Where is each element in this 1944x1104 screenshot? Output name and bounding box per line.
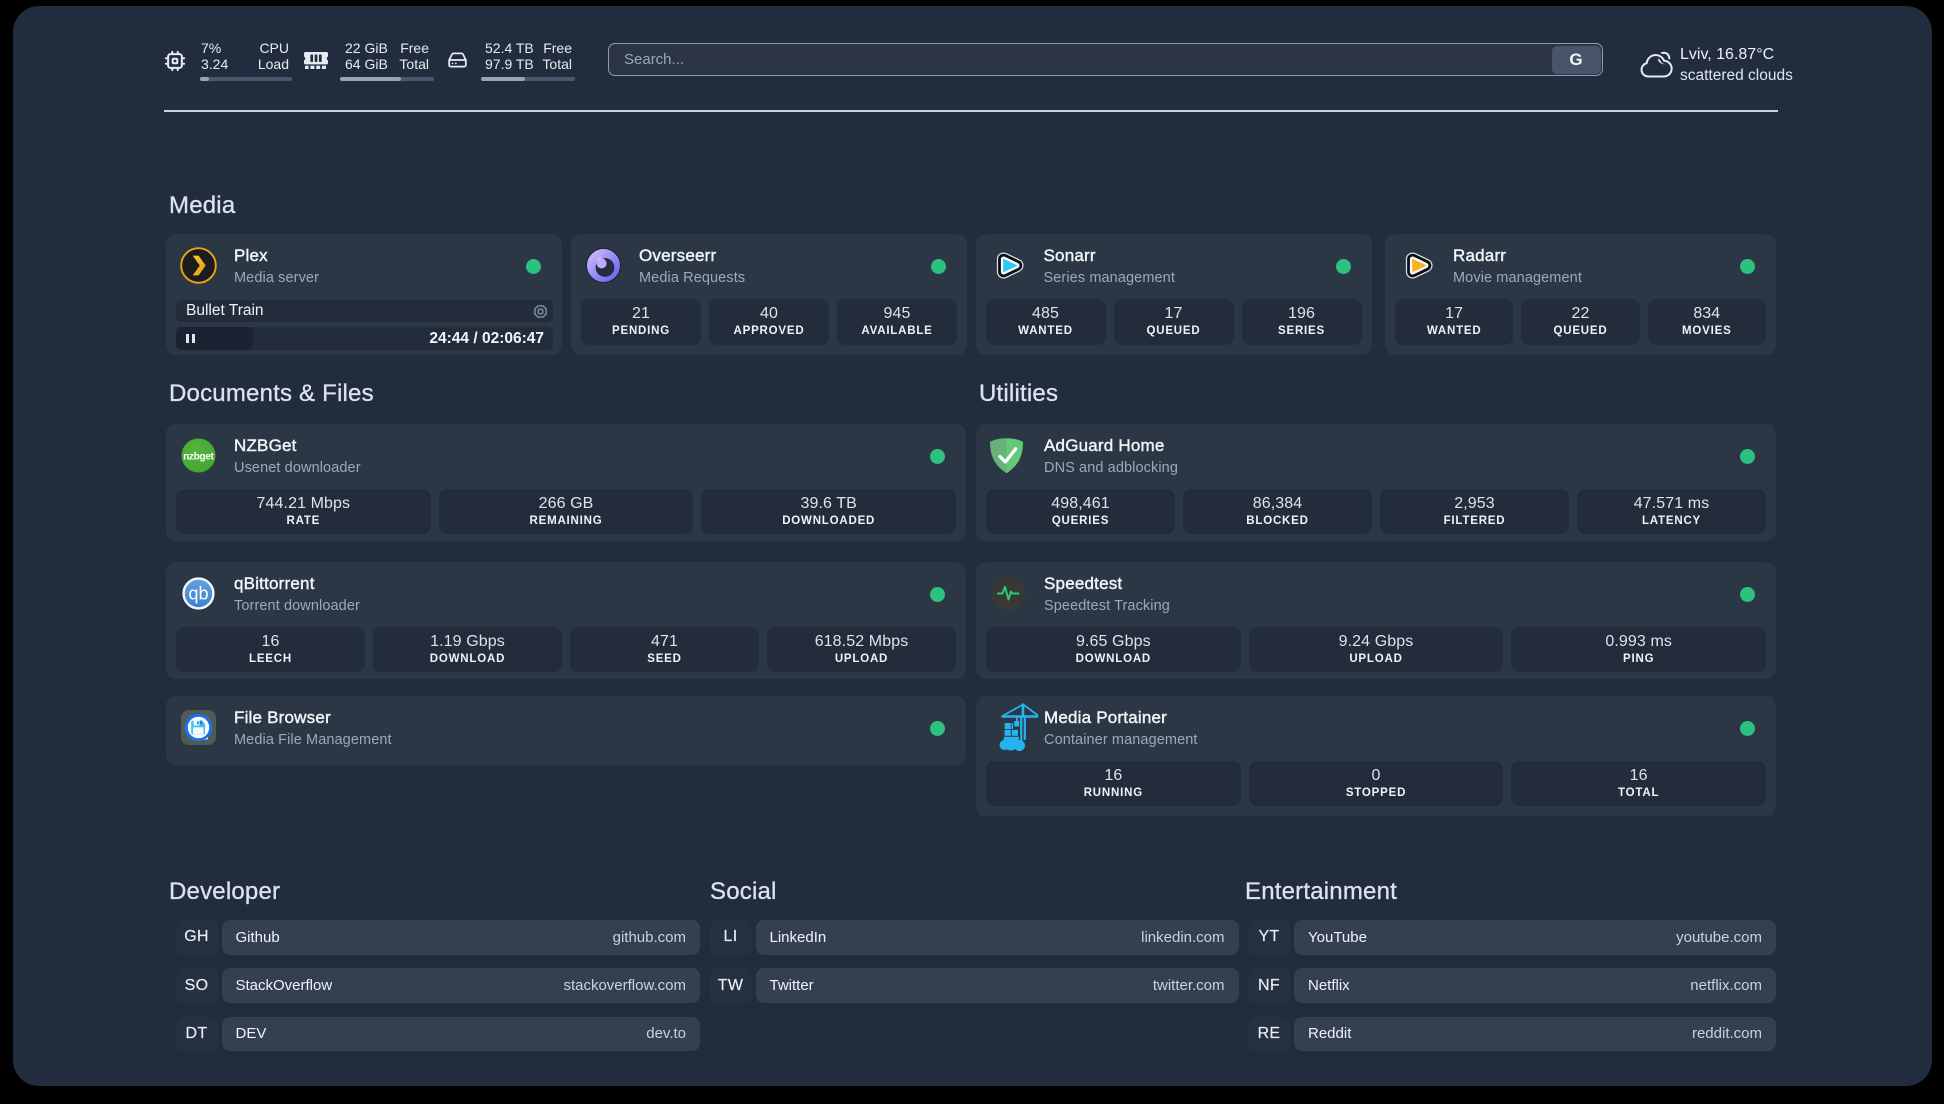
svg-text:nzbget: nzbget: [183, 451, 214, 462]
svg-text:qb: qb: [188, 584, 208, 604]
